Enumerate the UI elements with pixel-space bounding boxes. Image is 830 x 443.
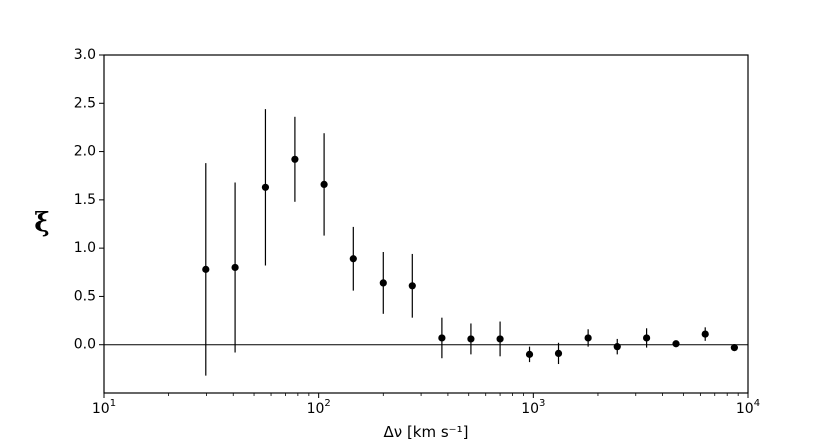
x-tick-label: 103 [521, 398, 545, 417]
x-tick-label: 101 [92, 398, 116, 417]
data-point [438, 334, 446, 342]
data-point [730, 344, 738, 352]
y-tick-label: 0.5 [74, 288, 96, 304]
x-tick-exponent: 3 [539, 398, 545, 409]
data-point [701, 330, 709, 338]
x-tick-exponent: 2 [324, 398, 330, 409]
x-tick-exponent: 1 [110, 398, 116, 409]
y-tick-label: 2.0 [74, 144, 96, 160]
data-point [202, 265, 210, 273]
y-axis-label: ξ [34, 208, 49, 238]
data-point [261, 183, 270, 191]
x-tick-base: 10 [307, 401, 325, 417]
y-axis: 0.0 0.5 1.0 1.5 2.0 2.5 3.0 [74, 47, 104, 353]
y-tick-label: 0.0 [74, 337, 96, 353]
data-point [408, 282, 416, 290]
data-points [202, 155, 738, 358]
x-tick-exponent: 4 [754, 398, 760, 409]
x-tick-label: 102 [307, 398, 331, 417]
x-tick-label: 104 [736, 398, 760, 417]
data-point [467, 335, 475, 343]
y-tick-label: 3.0 [74, 47, 96, 63]
data-point [291, 155, 299, 163]
data-point [584, 334, 592, 342]
x-tick-base: 10 [736, 401, 754, 417]
y-tick-label: 1.5 [74, 192, 96, 208]
data-point [613, 343, 621, 351]
data-point [349, 255, 357, 263]
y-tick-label: 1.0 [74, 240, 96, 256]
data-point [231, 263, 239, 272]
data-point [554, 349, 563, 358]
plot-area [103, 54, 749, 394]
data-point [496, 335, 504, 343]
data-point [642, 334, 651, 342]
x-axis-label: Δν [km s⁻¹] [384, 423, 469, 441]
x-tick-base: 10 [92, 401, 110, 417]
data-point [672, 340, 680, 348]
data-point [379, 279, 387, 287]
y-tick-label: 2.5 [74, 95, 96, 111]
x-axis: 101 102 103 104 [92, 393, 760, 417]
data-point [320, 180, 328, 189]
x-tick-base: 10 [521, 401, 539, 417]
data-point [525, 350, 534, 358]
